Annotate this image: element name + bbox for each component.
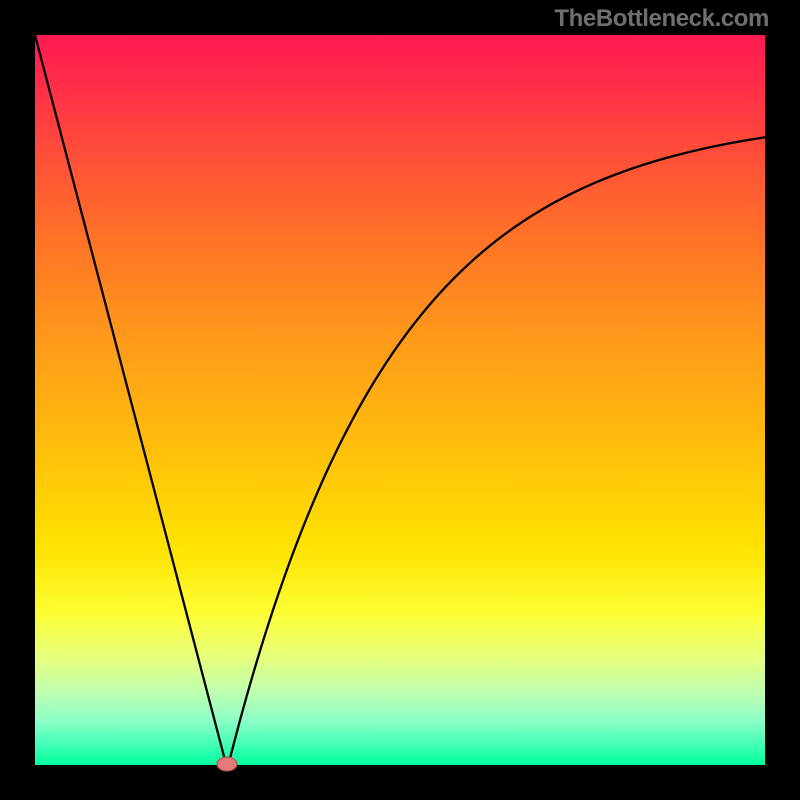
plot-area [33, 33, 767, 767]
watermark-text: TheBottleneck.com [554, 5, 769, 33]
bottleneck-chart: TheBottleneck.com [0, 0, 800, 800]
minimum-marker [217, 757, 238, 772]
bottleneck-curve [35, 35, 769, 769]
plot-svg [35, 35, 769, 769]
